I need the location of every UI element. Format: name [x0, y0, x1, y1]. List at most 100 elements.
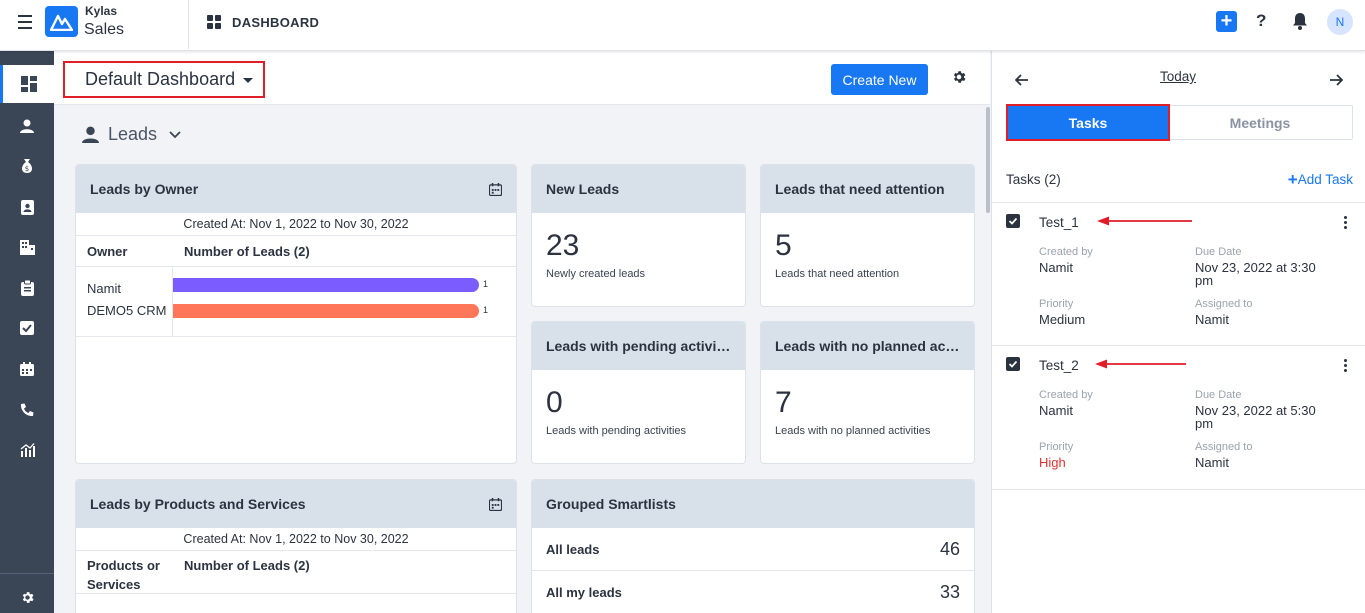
add-task-label: Add Task: [1297, 172, 1353, 187]
stat-value: 5: [775, 229, 792, 262]
stat-value: 23: [546, 229, 580, 262]
column-owner: Owner: [87, 243, 128, 259]
owner-name: DEMO5 CRM: [87, 303, 167, 318]
next-day-arrow-icon[interactable]: [1329, 73, 1344, 91]
notification-bell-icon[interactable]: [1292, 12, 1308, 35]
task-name[interactable]: Test_2: [1039, 358, 1079, 373]
stat-card-pending-activities[interactable]: Leads with pending activiti... 0 Leads w…: [531, 321, 746, 464]
quick-add-button[interactable]: +: [1216, 11, 1237, 32]
owner-bar[interactable]: [173, 278, 479, 292]
task-checkbox[interactable]: [1006, 214, 1020, 228]
card-header: Leads by Products and Services: [76, 480, 516, 528]
sidebar: $: [0, 51, 54, 613]
tab-meetings[interactable]: Meetings: [1229, 114, 1291, 131]
dashboard-icon: [207, 15, 221, 29]
bar-value-label: 1: [483, 279, 489, 289]
owner-bar[interactable]: [173, 304, 479, 318]
stat-caption: Newly created leads: [546, 268, 646, 280]
task-field-assigned-to: Assigned to Namit: [1195, 441, 1252, 469]
task-name[interactable]: Test_1: [1039, 215, 1079, 230]
task-item[interactable]: Test_2 Created by Namit Due Date Nov 23,…: [992, 345, 1365, 488]
dashboard-name: Default Dashboard: [85, 69, 236, 89]
tab-tasks[interactable]: Tasks: [1006, 104, 1170, 141]
date-label[interactable]: Today: [1160, 69, 1197, 84]
column-products: Products or Services: [76, 556, 173, 594]
card-header: Grouped Smartlists: [532, 480, 974, 528]
dashboard-settings-gear-icon[interactable]: [951, 69, 967, 90]
annotation-arrow-icon: [1097, 216, 1192, 226]
sidebar-item-companies[interactable]: [0, 228, 54, 266]
kylas-logo[interactable]: [45, 6, 78, 37]
smartlist-row[interactable]: All my leads 33: [532, 571, 974, 613]
task-checkbox[interactable]: [1006, 357, 1020, 371]
clipboard-icon: [20, 280, 34, 296]
chevron-down-icon: [169, 130, 181, 138]
sidebar-item-contacts[interactable]: [0, 188, 54, 226]
owner-names: Namit DEMO5 CRM: [76, 267, 173, 336]
sidebar-separator: [0, 573, 54, 574]
calendar-icon: [20, 362, 34, 376]
field-value: pm: [1195, 273, 1214, 288]
sidebar-item-tasks[interactable]: [0, 309, 54, 347]
field-label: Assigned to: [1195, 441, 1253, 453]
sidebar-item-deals[interactable]: $: [0, 147, 54, 185]
field-value: Namit: [1195, 455, 1229, 470]
card-header: Leads that need attention: [761, 165, 974, 213]
table-header: Products or Services Number of Leads (2): [76, 550, 516, 594]
field-value-priority-high: High: [1039, 455, 1066, 470]
create-new-button[interactable]: Create New: [831, 64, 928, 95]
task-field-assigned-to: Assigned to Namit: [1195, 298, 1252, 326]
sidebar-item-dashboard[interactable]: [0, 65, 54, 103]
smartlist-label: All my leads: [546, 584, 622, 600]
section-leads-header[interactable]: Leads: [82, 124, 181, 145]
smartlist-row[interactable]: All leads 46: [532, 528, 974, 571]
calendar-icon[interactable]: [489, 182, 502, 196]
section-title: Leads: [108, 124, 158, 144]
column-lead-count: Number of Leads (2): [184, 558, 310, 573]
panel-tabs: Tasks Meetings: [1006, 104, 1353, 141]
add-task-button[interactable]: +Add Task: [1288, 170, 1353, 190]
card-title: Leads by Products and Services: [90, 496, 306, 512]
task-item[interactable]: Test_1 Created by Namit Due Date Nov 23,…: [992, 202, 1365, 345]
leads-by-owner-card: Leads by Owner Created At: Nov 1, 2022 t…: [75, 164, 517, 464]
kebab-menu-icon[interactable]: [1344, 359, 1347, 374]
sidebar-item-reports[interactable]: [0, 431, 54, 469]
card-title: Leads by Owner: [90, 181, 199, 197]
smartlist-count: 46: [939, 538, 960, 559]
stat-card-no-planned-activities[interactable]: Leads with no planned acti... 7 Leads wi…: [760, 321, 975, 464]
kebab-menu-icon[interactable]: [1344, 216, 1347, 231]
task-check-icon: [20, 321, 34, 335]
created-at-range: Created At: Nov 1, 2022 to Nov 30, 2022: [183, 217, 409, 231]
card-title: Grouped Smartlists: [546, 496, 676, 512]
user-avatar[interactable]: N: [1327, 9, 1353, 35]
sidebar-item-leads[interactable]: [0, 107, 54, 145]
field-value: pm: [1195, 416, 1214, 431]
stat-card-new-leads[interactable]: New Leads 23 Newly created leads: [531, 164, 746, 307]
field-label: Assigned to: [1195, 298, 1253, 310]
calendar-icon[interactable]: [489, 497, 502, 511]
table-header: Owner Number of Leads (2): [76, 235, 516, 267]
sidebar-item-quotes[interactable]: [0, 269, 54, 307]
tasks-count: Tasks (2): [1006, 172, 1061, 187]
task-field-due-date: Due Date Nov 23, 2022 at 3:30 pm: [1195, 246, 1316, 287]
help-icon[interactable]: ?: [1256, 11, 1267, 30]
money-bag-icon: $: [22, 159, 32, 173]
stat-caption: Leads with no planned activities: [775, 425, 931, 437]
hamburger-menu-icon[interactable]: [18, 15, 32, 29]
task-field-created-by: Created by Namit: [1039, 389, 1093, 417]
card-title: New Leads: [546, 181, 620, 197]
prev-day-arrow-icon[interactable]: [1014, 73, 1029, 91]
field-label: Due Date: [1195, 389, 1242, 401]
dashboard-icon: [20, 76, 37, 92]
sidebar-item-calls[interactable]: [0, 391, 54, 429]
scrollbar-thumb[interactable]: [986, 107, 990, 213]
field-value: Namit: [1195, 312, 1229, 327]
task-field-created-by: Created by Namit: [1039, 246, 1093, 274]
field-value: Nov 23, 2022 at 5:30: [1195, 403, 1316, 418]
sidebar-item-settings[interactable]: [0, 578, 54, 613]
sidebar-item-meetings[interactable]: [0, 350, 54, 388]
stat-card-need-attention[interactable]: Leads that need attention 5 Leads that n…: [760, 164, 975, 307]
dashboard-selector[interactable]: Default Dashboard: [63, 61, 265, 98]
